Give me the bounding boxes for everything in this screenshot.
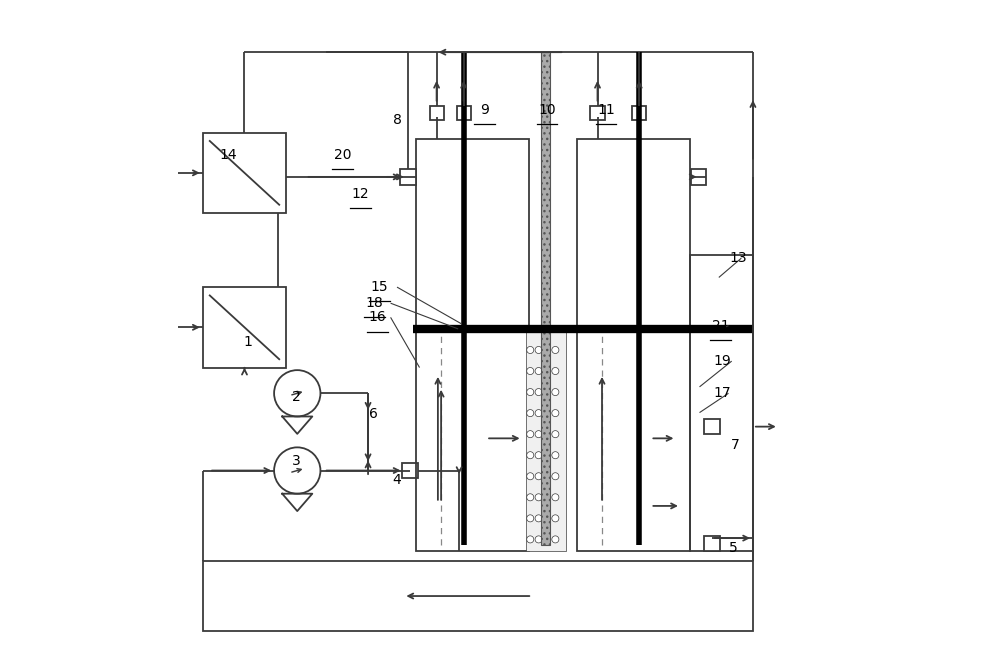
Circle shape	[552, 473, 559, 480]
Circle shape	[527, 451, 534, 459]
Text: 1: 1	[243, 335, 252, 349]
Circle shape	[543, 536, 551, 543]
Text: 11: 11	[597, 103, 615, 117]
Text: 8: 8	[393, 113, 401, 127]
Bar	[704, 535, 720, 551]
Circle shape	[552, 451, 559, 459]
Text: 17: 17	[713, 386, 731, 401]
Circle shape	[552, 536, 559, 543]
Bar	[203, 561, 753, 631]
Bar	[400, 169, 416, 184]
Text: 16: 16	[369, 310, 387, 324]
Bar	[577, 139, 690, 551]
Circle shape	[535, 494, 542, 501]
Circle shape	[527, 473, 534, 480]
Circle shape	[543, 410, 551, 417]
Bar	[704, 419, 720, 434]
Circle shape	[543, 515, 551, 522]
Text: 12: 12	[352, 187, 369, 201]
Circle shape	[543, 346, 551, 353]
Bar	[541, 52, 550, 544]
Bar	[526, 329, 566, 551]
Circle shape	[527, 410, 534, 417]
Circle shape	[552, 368, 559, 375]
Circle shape	[535, 410, 542, 417]
Bar	[203, 287, 286, 368]
Text: 4: 4	[393, 473, 401, 487]
Circle shape	[535, 473, 542, 480]
Text: 14: 14	[220, 148, 237, 162]
Text: 5: 5	[729, 541, 737, 555]
Text: 21: 21	[712, 319, 730, 333]
Text: 2: 2	[292, 390, 300, 404]
Text: 6: 6	[369, 407, 378, 421]
Circle shape	[552, 431, 559, 438]
Text: 7: 7	[731, 438, 739, 452]
Circle shape	[543, 473, 551, 480]
Bar	[690, 255, 753, 551]
Circle shape	[552, 494, 559, 501]
Circle shape	[535, 451, 542, 459]
Bar	[457, 106, 471, 121]
Bar	[430, 106, 444, 121]
Text: 19: 19	[713, 354, 731, 368]
Circle shape	[543, 451, 551, 459]
Bar	[402, 463, 418, 478]
Text: 13: 13	[729, 251, 747, 265]
Circle shape	[543, 368, 551, 375]
Circle shape	[527, 515, 534, 522]
Bar	[203, 133, 286, 213]
Bar	[590, 106, 605, 121]
Text: 20: 20	[334, 148, 351, 162]
Circle shape	[527, 346, 534, 353]
Circle shape	[535, 346, 542, 353]
Circle shape	[527, 536, 534, 543]
Circle shape	[535, 515, 542, 522]
Text: 9: 9	[480, 103, 489, 117]
Circle shape	[552, 515, 559, 522]
Circle shape	[527, 431, 534, 438]
Circle shape	[535, 388, 542, 395]
Circle shape	[552, 346, 559, 353]
Circle shape	[552, 410, 559, 417]
Text: 3: 3	[292, 454, 300, 468]
Bar	[632, 106, 646, 121]
Circle shape	[535, 431, 542, 438]
Bar	[691, 169, 706, 184]
Text: 15: 15	[371, 280, 388, 294]
Circle shape	[535, 536, 542, 543]
Text: 18: 18	[366, 296, 383, 310]
Circle shape	[552, 388, 559, 395]
Circle shape	[535, 368, 542, 375]
Circle shape	[527, 388, 534, 395]
Circle shape	[527, 494, 534, 501]
Circle shape	[543, 431, 551, 438]
Circle shape	[527, 368, 534, 375]
Circle shape	[543, 494, 551, 501]
Text: 10: 10	[538, 103, 556, 117]
Bar	[416, 139, 529, 551]
Circle shape	[543, 388, 551, 395]
